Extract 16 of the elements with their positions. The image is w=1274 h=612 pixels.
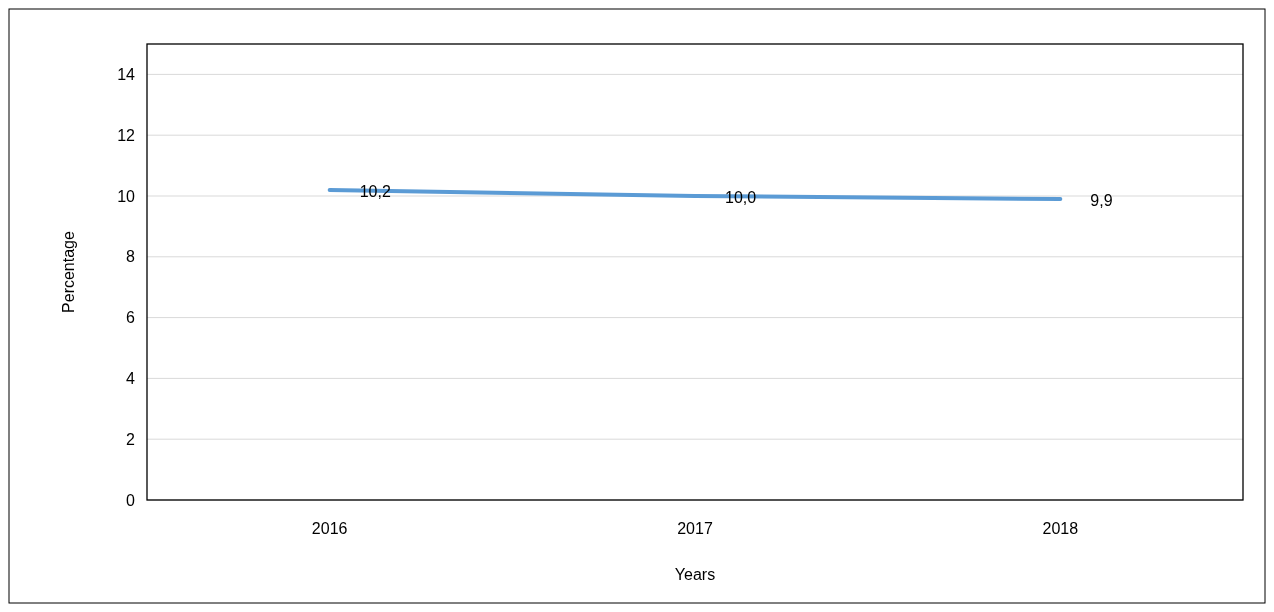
y-tick-label: 2 <box>126 430 136 448</box>
x-tick-label: 2016 <box>311 520 348 537</box>
data-label: 10,0 <box>725 189 757 206</box>
x-tick-label: 2017 <box>677 520 713 537</box>
x-tick-label: 2018 <box>1042 520 1079 537</box>
y-tick-label: 6 <box>126 309 136 327</box>
y-tick-label: 10 <box>117 187 136 205</box>
y-tick-label: 8 <box>126 248 136 266</box>
y-tick-label: 4 <box>126 370 136 387</box>
y-tick-label: 0 <box>126 491 136 509</box>
x-axis-title: Years <box>674 566 716 583</box>
y-tick-label: 14 <box>117 66 136 83</box>
y-tick-label: 12 <box>117 126 136 144</box>
data-label: 9,9 <box>1090 192 1113 210</box>
y-axis-title: Percentage <box>60 230 77 313</box>
data-label: 10,2 <box>359 182 391 200</box>
